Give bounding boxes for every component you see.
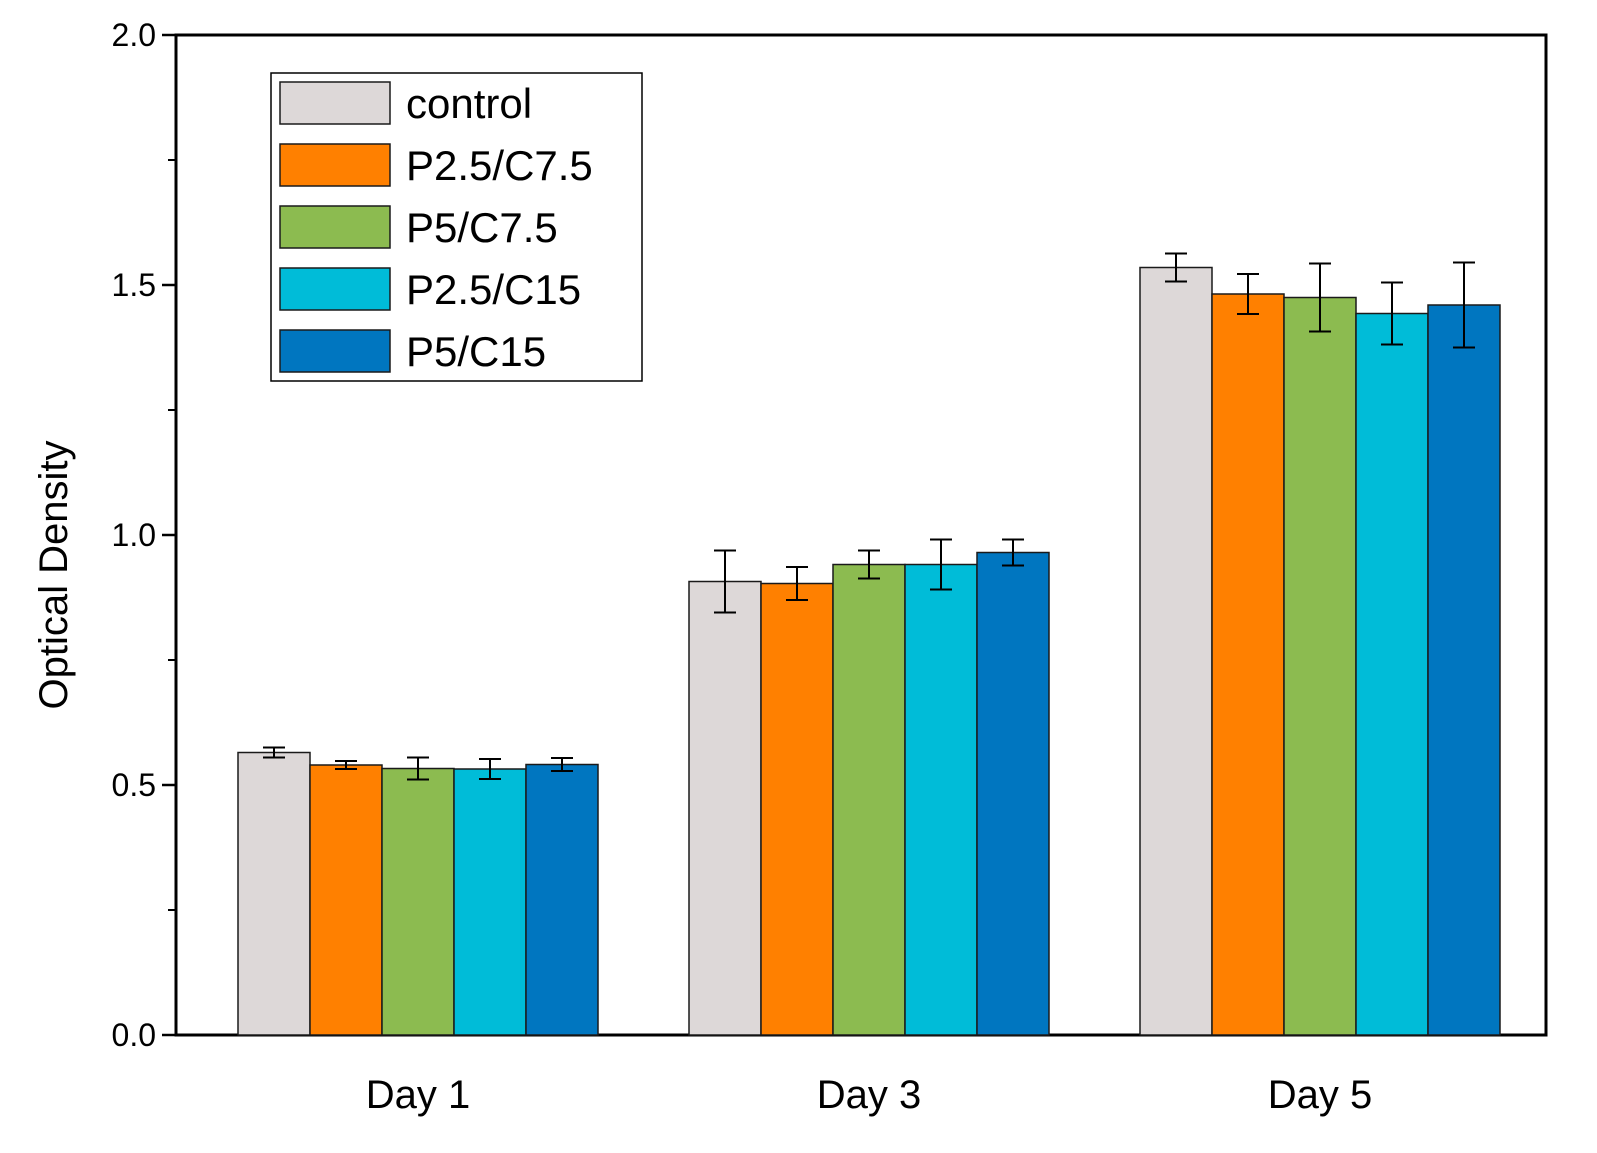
bar: [309, 764, 383, 1036]
x-tick-label: Day 3: [817, 1073, 922, 1117]
legend-swatch: [279, 329, 391, 373]
x-tick-label: Day 5: [1268, 1073, 1373, 1117]
bar: [904, 563, 978, 1036]
bar: [976, 551, 1050, 1036]
y-tick-label: 2.0: [112, 17, 156, 53]
y-tick-label: 0.0: [112, 1017, 156, 1053]
bar: [760, 582, 834, 1036]
y-axis-title: Optical Density: [32, 441, 76, 710]
bar: [381, 767, 455, 1036]
legend-label: P5/C15: [406, 328, 546, 375]
y-tick-label: 1.0: [112, 517, 156, 553]
legend-label: P2.5/C15: [406, 266, 581, 313]
legend-swatch: [279, 81, 391, 125]
bar: [525, 763, 599, 1036]
y-tick-label: 1.5: [112, 267, 156, 303]
legend-label: P5/C7.5: [406, 204, 558, 251]
legend: control P2.5/C7.5 P5/C7.5 P2.5/C15 P5/C15: [270, 72, 643, 382]
bar: [1283, 296, 1357, 1036]
x-axis: Day 1 Day 3 Day 5: [366, 1073, 1373, 1117]
legend-swatch: [279, 205, 391, 249]
bar: [1211, 293, 1285, 1036]
legend-label: P2.5/C7.5: [406, 142, 593, 189]
x-tick-label: Day 1: [366, 1073, 471, 1117]
bar: [1355, 312, 1429, 1036]
legend-label: control: [406, 80, 532, 127]
bar: [453, 768, 527, 1036]
y-tick-label: 0.5: [112, 767, 156, 803]
bars: [237, 252, 1501, 1036]
bar: [237, 751, 311, 1036]
bar: [832, 563, 906, 1036]
bar: [688, 580, 762, 1036]
y-axis: 0.0 0.5 1.0 1.5 2.0: [112, 17, 176, 1053]
bar: [1427, 304, 1501, 1036]
bar: [1139, 266, 1213, 1036]
legend-swatch: [279, 143, 391, 187]
legend-swatch: [279, 267, 391, 311]
